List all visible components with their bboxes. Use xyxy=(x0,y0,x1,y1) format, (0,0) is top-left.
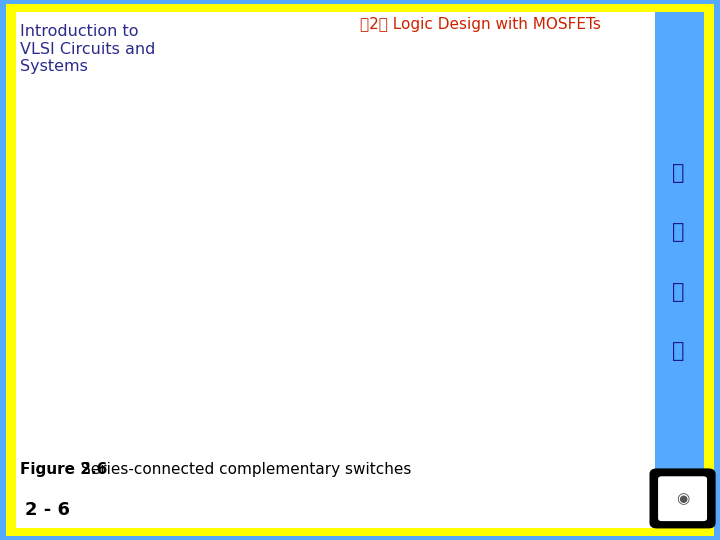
Ellipse shape xyxy=(376,261,395,284)
Text: 第2章 Logic Design with MOSFETs: 第2章 Logic Design with MOSFETs xyxy=(360,17,601,32)
Text: 圖: 圖 xyxy=(672,341,685,361)
Text: $(\bar{a} \cdot 1) \cdot \bar{b}$: $(\bar{a} \cdot 1) \cdot \bar{b}$ xyxy=(463,321,526,342)
Ellipse shape xyxy=(444,261,463,284)
Text: $h = \bar{a} \cdot \bar{b}$: $h = \bar{a} \cdot \bar{b}$ xyxy=(582,259,644,278)
Text: $\bar{a}$: $\bar{a}$ xyxy=(231,63,244,82)
Text: ◉: ◉ xyxy=(676,491,689,506)
Text: 機: 機 xyxy=(672,222,685,242)
Text: $\bar{b}$: $\bar{b}$ xyxy=(410,59,423,82)
Ellipse shape xyxy=(194,261,212,284)
Ellipse shape xyxy=(263,261,282,284)
Text: 形: 形 xyxy=(672,163,685,183)
Ellipse shape xyxy=(408,109,425,129)
Circle shape xyxy=(397,179,435,204)
Ellipse shape xyxy=(551,261,570,284)
Circle shape xyxy=(219,179,256,204)
Text: Input: Input xyxy=(72,362,115,380)
Ellipse shape xyxy=(229,109,246,129)
Text: $\bar{a} \cdot 1$: $\bar{a} \cdot 1$ xyxy=(312,321,345,339)
Text: 1: 1 xyxy=(63,264,74,282)
Text: Series-connected complementary switches: Series-connected complementary switches xyxy=(81,462,412,477)
Text: Output: Output xyxy=(582,362,640,380)
Text: 2 - 6: 2 - 6 xyxy=(25,502,71,519)
Text: Figure 2.6: Figure 2.6 xyxy=(20,462,107,477)
Text: Introduction to
VLSI Circuits and
Systems: Introduction to VLSI Circuits and System… xyxy=(20,24,156,74)
Text: 局: 局 xyxy=(672,281,685,302)
Ellipse shape xyxy=(81,261,100,284)
